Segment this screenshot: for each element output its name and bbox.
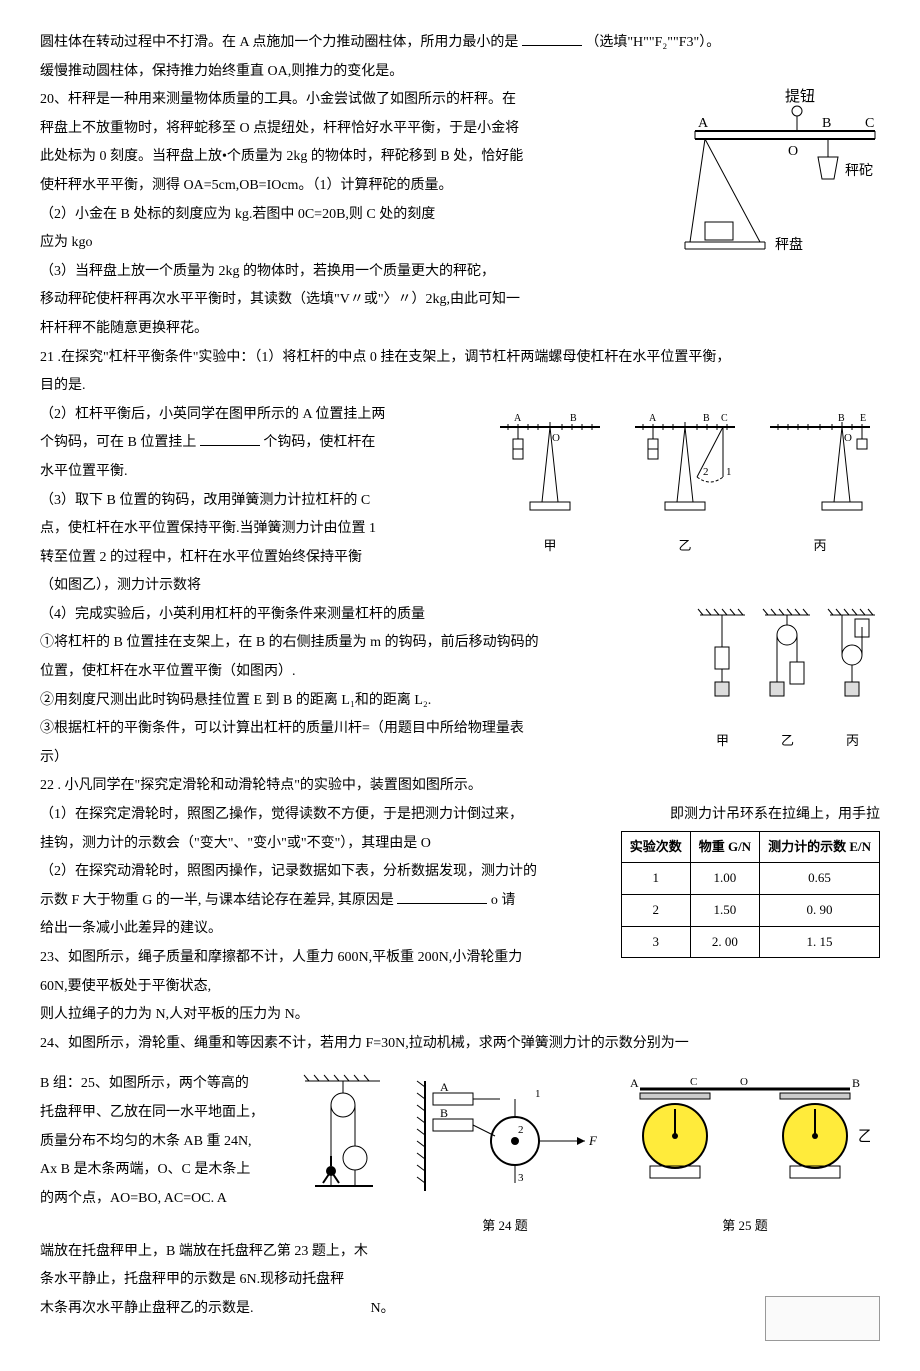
q19-text1: 圆柱体在转动过程中不打滑。在 A 点施加一个力推动圈柱体，所用力最小的是 <box>40 35 518 50</box>
svg-text:1: 1 <box>726 466 732 478</box>
svg-text:秤砣: 秤砣 <box>845 163 873 179</box>
table-row: 1 1.00 0.65 <box>621 863 879 895</box>
q22-th1: 实验次数 <box>621 831 690 863</box>
fig-label-jia: 甲 <box>490 534 610 559</box>
svg-text:E: E <box>860 413 866 424</box>
pulley-jia <box>695 607 750 717</box>
lever-fig-jia: A B O <box>490 407 610 522</box>
q25-line6: 端放在托盘秤甲上，B 端放在托盘秤乙第 23 题上，木 <box>40 1239 880 1266</box>
svg-text:A: A <box>514 413 522 424</box>
steelyard-diagram: 提钮 A B C O 秤砣 秤盘 <box>670 87 880 277</box>
svg-text:B: B <box>822 116 831 131</box>
q22-line2-wrap: （1）在探究定滑轮时，照图乙操作，觉得读数不方便，于是把测力计倒过来， 即测力计… <box>40 802 880 829</box>
q25-line8: 木条再次水平静止盘秤乙的示数是. N。 <box>40 1296 395 1323</box>
table-row: 3 2. 00 1. 15 <box>621 926 879 958</box>
q20-figure: 提钮 A B C O 秤砣 秤盘 <box>670 87 880 288</box>
svg-text:3: 3 <box>518 1172 524 1184</box>
q22-blank[interactable] <box>397 890 487 904</box>
svg-text:2: 2 <box>518 1124 524 1136</box>
q19-blank[interactable] <box>522 32 582 46</box>
lever-fig-yi: A B C 2 1 <box>625 407 745 522</box>
fig25-caption: 第 25 题 <box>620 1214 870 1239</box>
q25-figure: A C O B 乙 第 25 题 <box>620 1071 870 1238</box>
q21-line9: （如图乙），测力计示数将 <box>40 573 880 600</box>
q25-text-block: B 组：25、如图所示，两个等高的 托盘秤甲、乙放在同一水平地面上， 质量分布不… <box>40 1071 280 1214</box>
svg-text:A: A <box>649 413 657 424</box>
q22-table-wrap: 实验次数 物重 G/N 测力计的示数 E/N 1 1.00 0.65 2 1.5… <box>621 831 880 959</box>
svg-text:A: A <box>440 1080 449 1094</box>
q22-th3: 测力计的示数 E/N <box>760 831 880 863</box>
svg-text:C: C <box>721 413 728 424</box>
q21-figures: A B O 甲 A B <box>490 402 880 564</box>
svg-text:B: B <box>852 1076 860 1090</box>
q21-line1: 21 .在探究"杠杆平衡条件"实验中：（1）将杠杆的中点 0 挂在支架上，调节杠… <box>40 345 880 372</box>
svg-text:O: O <box>788 144 798 159</box>
q20-line9: 杆杆秤不能随意更换秤花。 <box>40 316 880 343</box>
q22-line1: 22 . 小凡同学在"探究定滑轮和动滑轮特点"的实验中，装置图如图所示。 <box>40 773 880 800</box>
pulley-yi <box>760 607 815 717</box>
q22-th2: 物重 G/N <box>690 831 759 863</box>
pulley-bing <box>825 607 880 717</box>
fig-label-yi: 乙 <box>625 534 745 559</box>
svg-text:O: O <box>844 432 852 444</box>
svg-text:2: 2 <box>703 466 709 478</box>
q25-line7: 条水平静止，托盘秤甲的示数是 6N.现移动托盘秤 <box>40 1267 880 1294</box>
q22-data-table: 实验次数 物重 G/N 测力计的示数 E/N 1 1.00 0.65 2 1.5… <box>621 831 880 959</box>
svg-text:O: O <box>552 432 560 444</box>
q19-line1: 圆柱体在转动过程中不打滑。在 A 点施加一个力推动圈柱体，所用力最小的是 （选填… <box>40 30 880 57</box>
q21-blank1[interactable] <box>200 432 260 446</box>
svg-text:B: B <box>838 413 845 424</box>
fig-label-bing: 丙 <box>760 534 880 559</box>
q19-line2: 缓慢推动圆柱体，保持推力始终重直 OA,则推力的变化是。 <box>40 59 880 86</box>
q21-line2: 目的是. <box>40 373 880 400</box>
svg-text:C: C <box>690 1076 697 1088</box>
fig24-caption: 第 24 题 <box>405 1214 605 1239</box>
q19-text2: （选填"H""F₂""F3"）。 <box>585 35 720 50</box>
svg-text:秤盘: 秤盘 <box>775 236 803 253</box>
svg-text:乙: 乙 <box>858 1129 870 1145</box>
svg-text:B: B <box>440 1106 448 1120</box>
q23-figure <box>295 1071 390 1217</box>
q20-line8: 移动秤砣使杆秤再次水平平衡时，其读数（选填"V〃或"〉〃）2kg,由此可知一 <box>40 287 880 314</box>
svg-text:F: F <box>588 1133 598 1148</box>
lever-fig-bing: B E O <box>760 407 880 522</box>
svg-text:B: B <box>570 413 577 424</box>
q23-line3: 则人拉绳子的力为 N,人对平板的压力为 N。 <box>40 1002 880 1029</box>
svg-text:C: C <box>865 116 874 131</box>
svg-text:B: B <box>703 413 710 424</box>
svg-text:提钮: 提钮 <box>785 88 815 105</box>
q23-line2: 60N,要使平板处于平衡状态, <box>40 974 880 1001</box>
q22-pulleys: 甲 乙 <box>695 602 880 759</box>
q24-text: 24、如图所示，滑轮重、绳重和等因素不计，若用力 F=30N,拉动机械，求两个弹… <box>40 1031 880 1058</box>
bottom-photo <box>765 1296 880 1341</box>
svg-text:1: 1 <box>535 1088 541 1100</box>
svg-text:O: O <box>740 1076 748 1088</box>
svg-text:A: A <box>698 116 709 131</box>
table-row: 2 1.50 0. 90 <box>621 895 879 927</box>
svg-text:A: A <box>630 1076 639 1090</box>
q24-figure: A B 1 2 F 3 第 24 题 <box>405 1071 605 1238</box>
